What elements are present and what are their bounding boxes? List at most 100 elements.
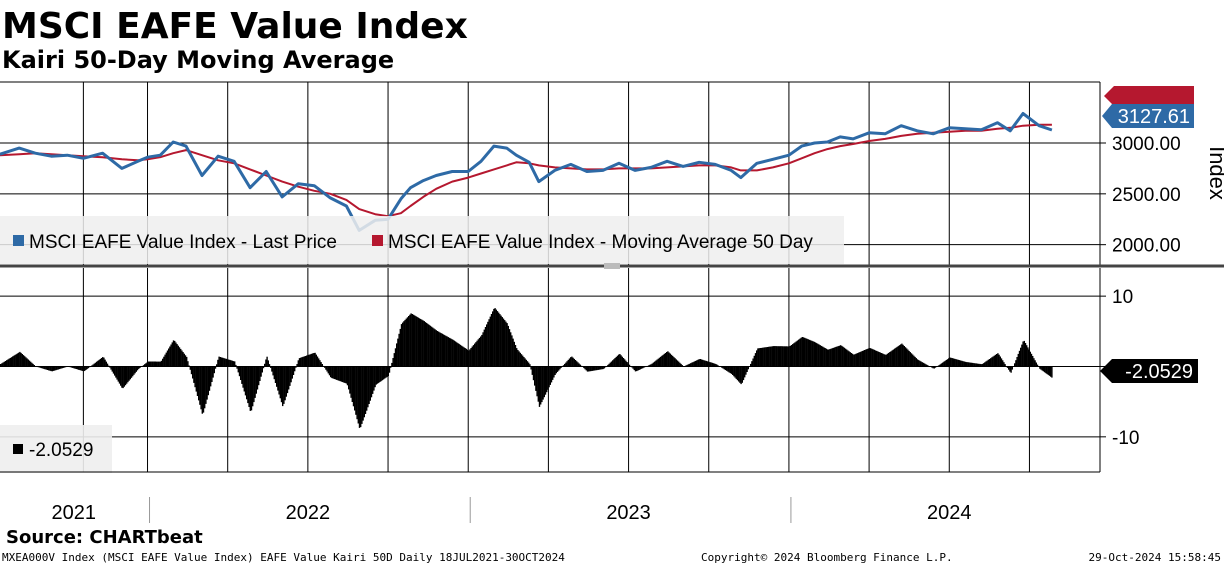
kairi-bar [180,348,182,367]
kairi-bar [924,363,926,367]
kairi-bar [628,364,631,367]
kairi-bar [732,366,734,375]
kairi-bar [64,366,67,368]
kairi-bar [708,361,710,367]
kairi-bar [591,366,593,371]
kairi-bar [1035,362,1037,367]
kairi-bar [326,366,328,372]
kairi-bar [330,366,332,378]
kairi-bar [651,363,653,367]
kairi-bar [705,360,707,367]
kairi-bar [544,366,547,395]
kairi-bar [225,358,227,367]
kairi-bar [976,363,979,367]
price-last-value-marker [1102,104,1194,128]
kairi-bar [236,366,238,369]
kairi-bar [1,363,3,367]
kairi-bar [201,366,203,414]
kairi-bar [373,366,375,391]
kairi-bar [122,366,124,389]
kairi-bar [104,359,106,367]
kairi-bar [252,366,254,407]
kairi-bar [794,342,796,367]
kairi-bar [178,347,181,367]
kairi-bar [1036,364,1039,367]
kairi-bar [812,341,814,367]
kairi-bar [294,366,296,372]
kairi-bar [273,366,275,380]
kairi-bar [944,360,946,367]
kairi-bar [949,357,951,367]
kairi-bar [364,366,367,414]
kairi-bar [313,353,315,367]
kairi-bar [861,351,863,367]
kairi-bar [290,366,292,383]
kairi-bar [184,355,187,367]
kairi-bar [46,366,49,370]
kairi-bar [666,352,668,367]
kairi-bar [630,366,632,367]
kairi-bar [520,354,523,367]
kairi-bar [343,366,345,383]
kairi-bar [714,363,716,367]
kairi-bar [99,359,101,367]
kairi-bar [608,363,610,367]
kairi-bar [187,361,189,367]
kairi-bar [903,346,905,367]
kairi-bar [754,353,757,367]
kairi-bar [253,366,255,403]
kairi-bar [147,361,149,367]
kairi-bar [109,366,111,368]
kairi-bar [688,363,691,367]
kairi-bar [956,359,958,367]
ticker-info: MXEA000V Index (MSCI EAFE Value Index) E… [2,551,565,564]
kairi-bar [661,355,663,367]
kairi-bar [412,314,415,367]
kairi-bar [559,366,561,370]
price-ytick-label-2: 2000.00 [1112,236,1181,257]
kairi-bar [992,356,994,367]
kairi-bar [260,366,262,377]
kairi-bar [492,311,494,367]
kairi-bar [397,338,399,367]
kairi-bar [121,366,123,388]
kairi-bar [133,366,135,375]
kairi-bar [206,366,208,400]
kairi-bar [786,346,788,367]
legend-swatch-last-price [13,235,24,246]
kairi-bar [37,366,39,368]
kairi-bar [379,366,381,382]
kairi-bar [830,348,832,367]
kairi-bar [720,366,722,367]
kairi-bar [487,321,489,367]
kairi-bar [452,339,454,367]
kairi-bar [990,358,992,367]
kairi-bar [679,362,681,367]
kairi-bar [648,365,650,367]
kairi-bar [291,366,293,379]
kairi-bar [145,363,147,367]
kairi-bar [945,360,947,367]
kairi-bar [499,314,501,367]
kairi-bar [56,366,58,370]
kairi-bar [304,356,307,367]
kairi-bar [279,366,281,399]
kairi-bar [474,343,476,367]
kairi-bar [781,346,783,367]
kairi-bar [604,366,607,368]
kairi-bar [997,353,999,367]
kairi-bar [525,359,527,367]
kairi-bar [238,366,241,377]
kairi-bar [267,360,269,367]
kairi-bar [111,366,113,372]
kairi-bar [242,366,244,388]
kairi-bar [183,353,185,367]
kairi-bar [218,356,220,367]
kairi-bar [840,345,842,367]
kairi-bar [261,366,263,373]
kairi-bar [706,361,709,367]
kairi-bar [72,366,74,368]
kairi-bar [205,366,207,404]
kairi-legend: -2.0529 [0,425,112,473]
panel-resize-handle[interactable] [604,263,620,269]
